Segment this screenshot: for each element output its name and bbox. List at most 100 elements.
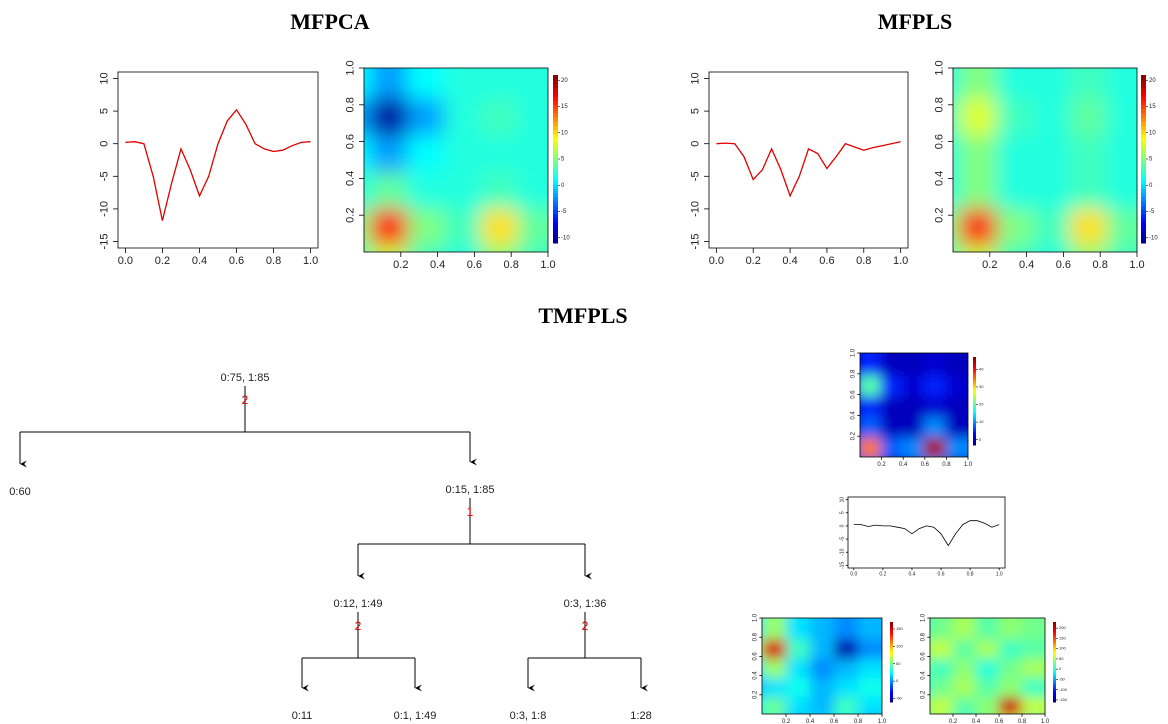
colorbar-step [553, 163, 558, 168]
y-tick-label: 0 [99, 141, 111, 147]
colorbar-step [1141, 83, 1146, 89]
colorbar-step [553, 142, 558, 147]
node-label: 0:12, 1:49 [334, 598, 383, 610]
colorbar-step [973, 370, 976, 373]
y-tick-label: -10 [839, 548, 845, 555]
colorbar-step [1141, 188, 1146, 194]
x-tick-label: 0.4 [192, 255, 207, 267]
colorbar-step [1053, 688, 1056, 691]
y-tick-label: 5 [839, 511, 845, 514]
colorbar-label: 100 [1059, 646, 1066, 651]
plot-frame [708, 71, 909, 249]
x-tick-label: 1.0 [1041, 719, 1050, 724]
colorbar-step [553, 205, 558, 210]
x-tick-label: 0.6 [819, 255, 834, 267]
colorbar-step [553, 108, 558, 114]
colorbar-step [1053, 630, 1056, 633]
colorbar-step [1141, 192, 1146, 198]
colorbar-step [553, 209, 558, 215]
y-tick-label: 0.8 [752, 632, 758, 641]
x-tick-label: 0.0 [118, 255, 133, 267]
colorbar-step [553, 79, 558, 84]
x-tick-label: 0.6 [995, 719, 1004, 724]
colorbar-label: 0 [1149, 183, 1153, 189]
heatmap-cells [762, 618, 882, 714]
colorbar-step [890, 628, 893, 631]
colorbar-step [973, 381, 976, 384]
y-tick-label: -10 [99, 201, 111, 217]
colorbar-step [1053, 642, 1056, 645]
colorbar-step [1141, 171, 1146, 177]
y-tick-label: 0.6 [345, 134, 357, 149]
colorbar-step [1053, 632, 1056, 635]
colorbar-step [1141, 222, 1146, 227]
colorbar-step [973, 403, 976, 406]
colorbar-step [1053, 678, 1056, 681]
colorbar-label: -10 [1149, 235, 1158, 241]
colorbar-step [1141, 129, 1146, 135]
colorbar-label: -100 [1059, 687, 1068, 692]
colorbar-step [1141, 226, 1146, 231]
x-tick-label: 0.4 [899, 462, 908, 468]
colorbar-step [553, 129, 558, 135]
x-tick-label: 0.2 [877, 462, 886, 468]
colorbar-step [973, 425, 976, 428]
y-tick-label: 0.4 [920, 671, 926, 680]
colorbar-step [973, 434, 976, 437]
node-label: 0:1, 1:49 [394, 710, 437, 722]
y-tick-label: 1.0 [920, 613, 926, 622]
colorbar-step [1141, 112, 1146, 118]
colorbar-label: -150 [1059, 697, 1068, 702]
colorbar-step [1141, 150, 1146, 156]
colorbar-step [553, 226, 558, 231]
colorbar-step [553, 121, 558, 126]
colorbar-step [973, 401, 976, 404]
x-tick-label: 0.6 [229, 255, 244, 267]
y-tick-label: 0.4 [345, 171, 357, 186]
colorbar-step [1053, 640, 1056, 643]
colorbar-step [1053, 628, 1056, 631]
colorbar-step [890, 626, 893, 629]
colorbar-step [1053, 624, 1056, 627]
colorbar-step [1141, 201, 1146, 206]
x-tick-label: 0.6 [1056, 259, 1071, 271]
colorbar-step [553, 238, 558, 244]
colorbar-step [890, 660, 893, 663]
colorbar-step [1053, 622, 1056, 625]
plot-frame [847, 496, 1006, 569]
colorbar-step [973, 363, 976, 367]
plot-frame [859, 352, 969, 458]
x-tick-label: 0.6 [938, 571, 945, 577]
x-tick-label: 0.0 [709, 255, 724, 267]
colorbar-step [973, 418, 976, 422]
node-label: 0:75, 1:85 [221, 372, 270, 384]
node-split: 2 [355, 619, 362, 633]
colorbar-step [890, 686, 893, 689]
y-tick-label: 0.6 [920, 652, 926, 661]
colorbar-step [1141, 133, 1146, 139]
colorbar-step [973, 405, 976, 409]
colorbar-step [1141, 79, 1146, 84]
colorbar-step [890, 698, 893, 701]
heatmap-cell [945, 353, 968, 376]
colorbar-step [1053, 638, 1056, 641]
colorbar-step [553, 175, 558, 181]
colorbar-step [890, 646, 893, 649]
y-tick-label: 0.4 [850, 411, 856, 420]
x-tick-label: 1.0 [878, 719, 887, 724]
colorbar-label: 0 [561, 183, 565, 189]
colorbar-step [973, 359, 976, 362]
colorbar-step [973, 387, 976, 391]
colorbar-step [973, 420, 976, 424]
colorbar-step [890, 638, 893, 641]
colorbar-step [553, 159, 558, 164]
colorbar-step [890, 634, 893, 637]
colorbar-step [973, 396, 976, 400]
colorbar-step [973, 385, 976, 389]
colorbar-step [973, 361, 976, 365]
colorbar-step [890, 678, 893, 681]
colorbar-step [553, 150, 558, 156]
colorbar-step [1141, 104, 1146, 110]
colorbar-step [1141, 91, 1146, 97]
x-tick-label: 0.2 [949, 719, 958, 724]
